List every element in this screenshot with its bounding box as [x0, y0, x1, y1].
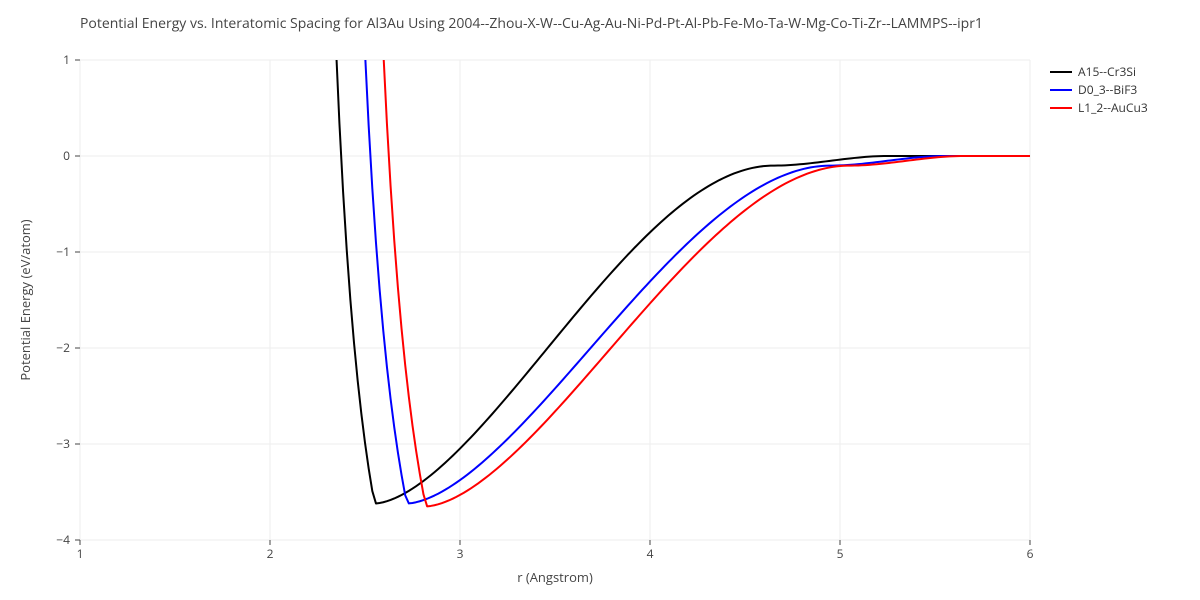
- y-tick-label: 0: [63, 147, 70, 164]
- y-tick-label: 1: [63, 51, 70, 68]
- chart-title: Potential Energy vs. Interatomic Spacing…: [80, 14, 983, 33]
- line-chart[interactable]: Potential Energy vs. Interatomic Spacing…: [0, 0, 1200, 600]
- y-tick-label: −4: [56, 531, 70, 548]
- y-tick-label: −2: [56, 339, 70, 356]
- y-tick-label: −1: [56, 243, 70, 260]
- legend-label[interactable]: D0_3--BiF3: [1078, 81, 1137, 98]
- legend-label[interactable]: L1_2--AuCu3: [1078, 99, 1148, 116]
- x-tick-label: 2: [267, 545, 274, 562]
- legend-label[interactable]: A15--Cr3Si: [1078, 63, 1136, 80]
- x-axis-label: r (Angstrom): [517, 568, 593, 586]
- y-tick-label: −3: [56, 435, 70, 452]
- x-tick-label: 3: [457, 545, 464, 562]
- x-tick-label: 5: [837, 545, 844, 562]
- x-tick-label: 6: [1027, 545, 1034, 562]
- x-tick-label: 1: [77, 545, 84, 562]
- y-axis-label: Potential Energy (eV/atom): [16, 219, 34, 380]
- x-tick-label: 4: [647, 545, 654, 562]
- chart-container: Potential Energy vs. Interatomic Spacing…: [0, 0, 1200, 600]
